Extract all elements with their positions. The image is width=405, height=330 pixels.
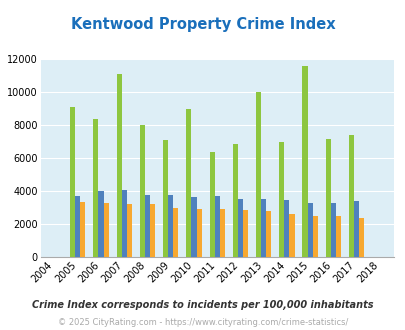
Bar bbox=[70, 107, 75, 257]
Text: Crime Index corresponds to incidents per 100,000 inhabitants: Crime Index corresponds to incidents per… bbox=[32, 300, 373, 310]
Bar bbox=[358, 218, 363, 257]
Bar bbox=[335, 216, 340, 257]
Bar bbox=[330, 203, 335, 257]
Bar bbox=[173, 208, 178, 257]
Bar bbox=[214, 195, 219, 257]
Bar bbox=[75, 196, 80, 257]
Text: © 2025 CityRating.com - https://www.cityrating.com/crime-statistics/: © 2025 CityRating.com - https://www.city… bbox=[58, 318, 347, 327]
Bar bbox=[302, 66, 307, 257]
Bar bbox=[150, 204, 155, 257]
Bar bbox=[103, 203, 109, 257]
Bar bbox=[256, 92, 260, 257]
Bar bbox=[307, 203, 312, 257]
Bar bbox=[237, 199, 243, 257]
Bar bbox=[266, 211, 271, 257]
Bar bbox=[116, 74, 121, 257]
Bar bbox=[312, 216, 317, 257]
Bar bbox=[353, 201, 358, 257]
Bar bbox=[168, 195, 173, 257]
Bar bbox=[232, 144, 237, 257]
Bar bbox=[126, 204, 132, 257]
Bar bbox=[289, 214, 294, 257]
Bar bbox=[98, 191, 103, 257]
Bar bbox=[348, 135, 353, 257]
Bar bbox=[191, 197, 196, 257]
Bar bbox=[80, 202, 85, 257]
Bar bbox=[186, 109, 191, 257]
Text: Kentwood Property Crime Index: Kentwood Property Crime Index bbox=[70, 16, 335, 31]
Bar bbox=[219, 209, 224, 257]
Bar bbox=[139, 125, 145, 257]
Bar bbox=[325, 139, 330, 257]
Bar bbox=[93, 119, 98, 257]
Bar bbox=[122, 190, 126, 257]
Bar bbox=[196, 209, 201, 257]
Bar bbox=[243, 210, 247, 257]
Bar bbox=[145, 195, 150, 257]
Bar bbox=[279, 142, 284, 257]
Bar bbox=[209, 152, 214, 257]
Bar bbox=[260, 199, 266, 257]
Bar bbox=[284, 201, 289, 257]
Bar bbox=[163, 140, 168, 257]
